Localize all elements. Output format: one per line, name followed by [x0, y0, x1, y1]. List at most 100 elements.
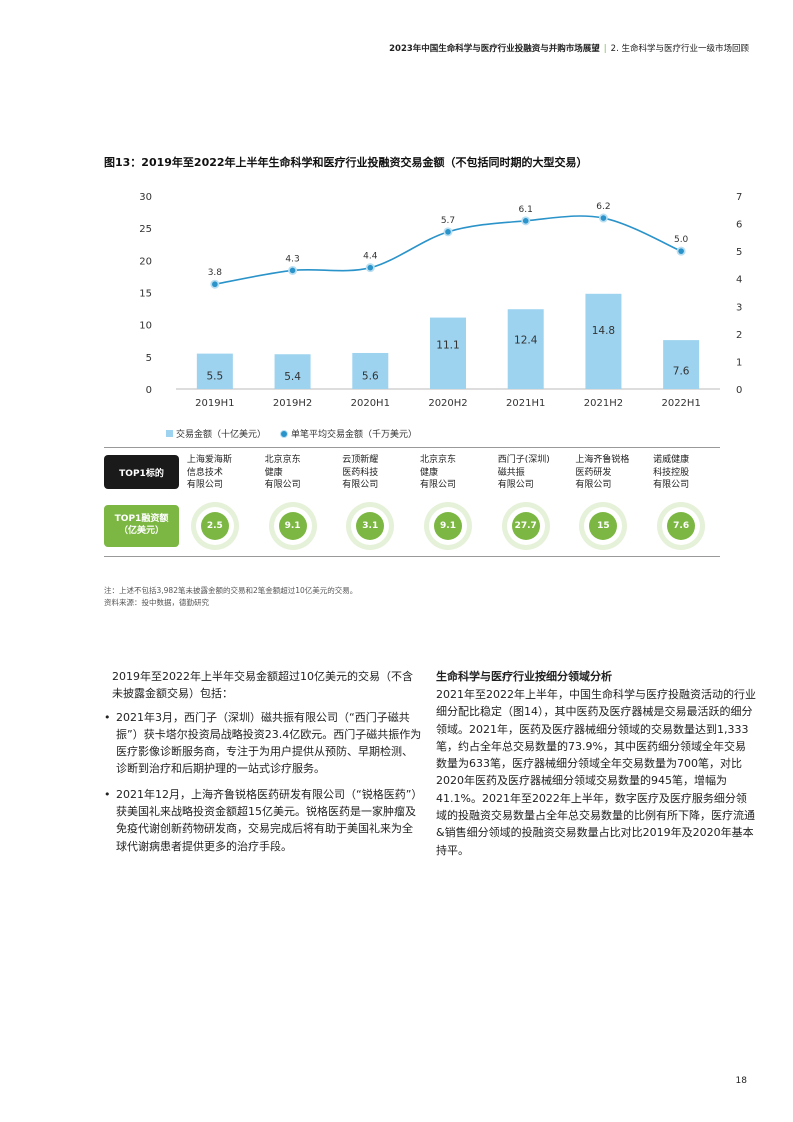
x-tick-label: 2022H1	[661, 398, 700, 409]
company-name-line: 医药科技	[342, 467, 379, 478]
company-name-line: 上海爱海斯	[186, 455, 232, 465]
bar-value-label: 7.6	[673, 365, 690, 377]
x-tick-label: 2020H1	[351, 398, 390, 409]
line-series	[214, 215, 682, 286]
top1-amount-value: 2.5	[200, 512, 229, 540]
circle-ring: 15	[584, 507, 623, 545]
line-point	[367, 264, 374, 271]
table-divider-bottom	[104, 556, 720, 557]
circle-ring: 27.7	[506, 507, 545, 545]
line-point	[522, 218, 529, 224]
legend-line-label: 单笔平均交易金额（千万美元）	[291, 430, 418, 440]
y-left-tick-label: 30	[139, 192, 152, 203]
company-name-line: 有限公司	[186, 480, 223, 490]
y-left-tick-label: 25	[139, 224, 152, 235]
x-tick-label: 2020H2	[428, 398, 467, 409]
legend-line-swatch	[280, 429, 289, 438]
bar	[430, 317, 466, 389]
bar-value-label: 14.8	[592, 325, 615, 337]
company-name-line: 健康	[264, 467, 283, 478]
y-left-tick-label: 5	[146, 353, 152, 364]
company-name-line: 北京京东	[264, 455, 301, 465]
figure-notes: 注：上述不包括3,982笔未披露金额的交易和2笔金额超过10亿美元的交易。 资料…	[104, 585, 357, 609]
circle-ring: 9.1	[273, 507, 312, 545]
circle-ring: 2.5	[195, 507, 234, 545]
y-left-tick-label: 10	[139, 321, 152, 332]
company-name-line: 有限公司	[342, 480, 379, 490]
legend-item-bar: 交易金额（十亿美元）	[166, 427, 266, 440]
table-divider-top	[104, 447, 720, 448]
list-item: 2021年3月，西门子（深圳）磁共振有限公司（“西门子磁共振”）获卡塔尔投资局战…	[104, 709, 422, 778]
top1-amount-label: TOP1融资额 （亿美元）	[104, 505, 179, 547]
y-right-tick-label: 1	[736, 357, 742, 368]
page-number: 18	[735, 1076, 747, 1086]
top1-company-name: 北京京东 健康 有限公司	[420, 454, 492, 492]
deal-list: 2021年3月，西门子（深圳）磁共振有限公司（“西门子磁共振”）获卡塔尔投资局战…	[104, 709, 422, 855]
x-tick-label: 2021H2	[584, 398, 623, 409]
company-name-line: 科技控股	[653, 467, 690, 478]
bar-value-label: 5.4	[284, 371, 301, 383]
left-intro: 2019年至2022年上半年交易金额超过10亿美元的交易（不含未披露金额交易）包…	[112, 670, 413, 701]
line-point	[445, 229, 451, 235]
top1-amount-circle: 3.1	[346, 502, 395, 550]
top1-company-name: 上海齐鲁锐格 医药研发 有限公司	[575, 454, 647, 492]
line-point	[600, 215, 607, 221]
y-left-tick-label: 20	[139, 256, 152, 267]
company-name-line: 信息技术	[186, 467, 223, 478]
y-right-tick-label: 3	[736, 302, 742, 313]
x-tick-label: 2021H1	[506, 398, 545, 409]
top1-company-name: 诺威健康 科技控股 有限公司	[653, 454, 725, 492]
top1-amount-label-line2: （亿美元）	[118, 526, 164, 536]
line-value-label: 3.8	[208, 268, 223, 278]
combo-chart: 0 5 10 15 20 25 30 0 1 2 3 4 5 6 7 5.5 5.4 5.6 11.1 12.4 14.…	[139, 192, 742, 409]
company-name-line: 有限公司	[653, 480, 690, 490]
bar	[352, 352, 389, 389]
section-heading: 生命科学与医疗行业按细分领域分析	[436, 670, 612, 683]
circle-ring: 3.1	[351, 507, 390, 545]
top1-amount-circle: 7.6	[657, 502, 706, 550]
legend-bar-swatch	[166, 430, 173, 437]
bar-value-label: 5.6	[362, 370, 379, 382]
y-right-tick-label: 7	[736, 192, 742, 203]
top1-amount-value: 27.7	[511, 512, 540, 540]
top1-amount-label-line1: TOP1融资额	[114, 514, 169, 525]
section-title: 2. 生命科学与医疗行业一级市场回顾	[610, 44, 749, 54]
left-column: 2019年至2022年上半年交易金额超过10亿美元的交易（不含未披露金额交易）包…	[104, 668, 422, 863]
company-name-line: 上海齐鲁锐格	[575, 455, 630, 465]
legend-item-line: 单笔平均交易金额（千万美元）	[280, 427, 417, 440]
top1-amount-circle: 27.7	[501, 502, 550, 550]
figure-title: 图13：2019年至2022年上半年生命科学和医疗行业投融资交易金额（不包括同时…	[104, 156, 588, 169]
chart-legend: 交易金额（十亿美元） 单笔平均交易金额（千万美元）	[166, 427, 417, 440]
line-point	[678, 248, 684, 254]
line-value-label: 6.2	[596, 202, 610, 212]
figure-note: 注：上述不包括3,982笔未披露金额的交易和2笔金额超过10亿美元的交易。	[104, 586, 358, 595]
figure-source: 资料来源：投中数据，德勤研究	[104, 598, 209, 607]
top1-company-name: 北京京东健康有限公司	[265, 454, 337, 492]
circle-ring: 7.6	[662, 507, 701, 545]
line-value-label: 4.4	[363, 252, 378, 262]
header-separator: |	[603, 44, 607, 54]
report-title: 2023年中国生命科学与医疗行业投融资与并购市场展望	[389, 44, 600, 54]
top1-amount-value: 7.6	[667, 512, 696, 540]
top1-company-name: 云顶新耀 医药科技 有限公司	[342, 454, 414, 492]
top1-company-name: 上海爱海斯信息技术有限公司	[187, 454, 259, 492]
company-name-line: 健康	[420, 467, 439, 478]
top1-amount-circle: 2.5	[190, 502, 239, 550]
bar	[507, 309, 544, 389]
y-right-tick-label: 2	[736, 330, 742, 341]
company-name-line: 有限公司	[497, 480, 534, 490]
page-header: 2023年中国生命科学与医疗行业投融资与并购市场展望 | 2. 生命科学与医疗行业一…	[389, 42, 749, 54]
line-point	[289, 267, 296, 274]
top1-amount-value: 15	[589, 512, 618, 540]
line-value-label: 5.7	[441, 216, 455, 226]
bar-value-label: 11.1	[436, 340, 459, 352]
company-name-line: 有限公司	[264, 480, 301, 490]
top1-amount-value: 3.1	[356, 512, 385, 540]
bar	[274, 354, 311, 389]
company-name-line: 磁共振	[497, 467, 525, 478]
top1-company-label: TOP1标的	[104, 455, 179, 489]
y-left-tick-label: 15	[139, 289, 152, 300]
x-tick-label: 2019H2	[273, 398, 312, 409]
company-name-line: 医药研发	[575, 467, 612, 478]
top1-amount-circle: 15	[579, 502, 628, 550]
